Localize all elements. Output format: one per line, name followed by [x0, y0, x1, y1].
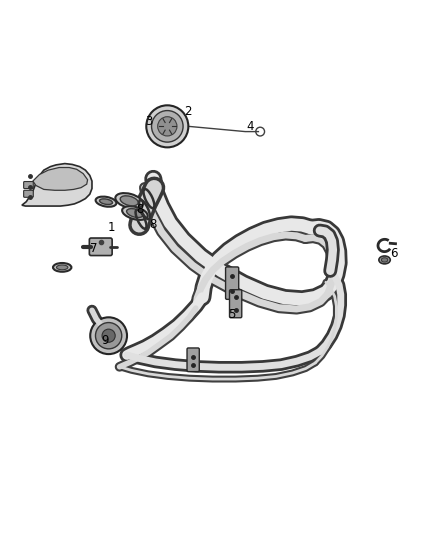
- FancyBboxPatch shape: [230, 290, 242, 318]
- Text: 4: 4: [246, 120, 254, 133]
- Text: 5: 5: [229, 308, 236, 321]
- Circle shape: [158, 117, 177, 136]
- Circle shape: [95, 322, 122, 349]
- Ellipse shape: [95, 197, 117, 207]
- Ellipse shape: [115, 193, 143, 208]
- Text: 9: 9: [101, 335, 109, 348]
- FancyBboxPatch shape: [89, 238, 112, 255]
- FancyBboxPatch shape: [187, 348, 199, 372]
- Ellipse shape: [122, 206, 148, 220]
- Text: 7: 7: [90, 243, 98, 255]
- Text: 6: 6: [390, 247, 398, 260]
- Polygon shape: [22, 164, 92, 206]
- Text: 2: 2: [184, 104, 192, 117]
- Text: 8: 8: [150, 219, 157, 231]
- Ellipse shape: [99, 199, 113, 205]
- Circle shape: [102, 329, 115, 342]
- Circle shape: [146, 106, 188, 147]
- Ellipse shape: [379, 256, 390, 264]
- Polygon shape: [33, 167, 88, 190]
- Ellipse shape: [127, 208, 143, 217]
- Circle shape: [152, 110, 183, 142]
- FancyBboxPatch shape: [226, 267, 239, 300]
- Text: 8: 8: [137, 203, 144, 216]
- FancyBboxPatch shape: [24, 182, 33, 189]
- Text: 3: 3: [145, 116, 152, 128]
- Ellipse shape: [120, 196, 138, 206]
- Ellipse shape: [381, 258, 388, 262]
- FancyBboxPatch shape: [24, 190, 33, 197]
- Ellipse shape: [57, 265, 68, 270]
- Circle shape: [90, 317, 127, 354]
- Ellipse shape: [53, 263, 71, 272]
- Text: 1: 1: [108, 221, 116, 233]
